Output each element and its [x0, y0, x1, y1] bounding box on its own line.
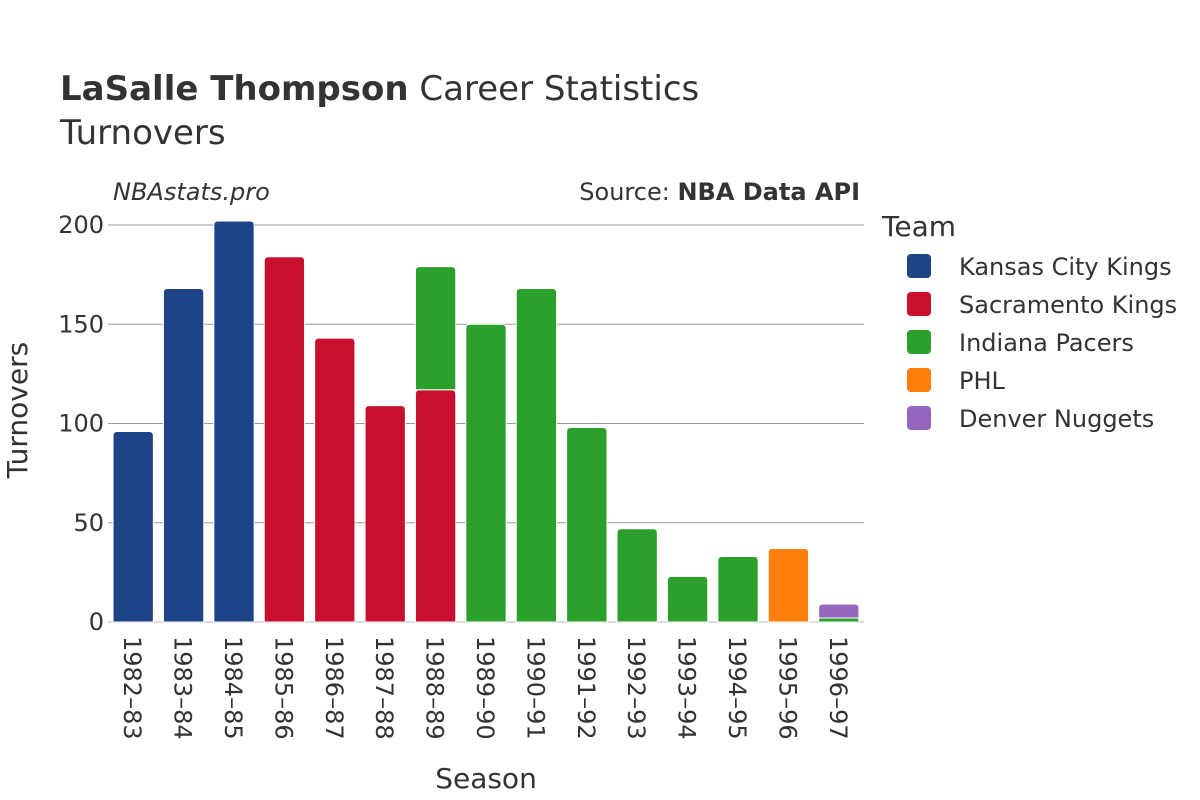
x-tick-label: 1984–85	[219, 636, 247, 740]
x-tick-label: 1985–86	[269, 636, 297, 740]
bar-kansas-city-kings	[213, 220, 255, 623]
y-tick-label: 50	[73, 509, 104, 537]
legend-item-kansas-city-kings[interactable]: Kansas City Kings	[907, 253, 1172, 281]
bar-sacramento-kings	[364, 405, 406, 623]
bars	[112, 220, 860, 623]
x-tick-label: 1991–92	[572, 636, 600, 740]
legend-label: Sacramento Kings	[959, 291, 1177, 319]
x-tick-label: 1987–88	[370, 636, 398, 740]
x-tick-label: 1982–83	[118, 636, 146, 740]
bar-indiana-pacers	[414, 266, 457, 391]
bar-indiana-pacers	[666, 575, 709, 623]
legend-label: Kansas City Kings	[959, 253, 1172, 281]
bar-indiana-pacers	[465, 323, 507, 623]
x-tick-labels: 1982–83 1983–84 1984–85 1985–86 1986–87 1987–…	[118, 636, 852, 740]
x-tick-label: 1994–95	[723, 636, 751, 740]
x-tick-label: 1993–94	[673, 636, 701, 740]
y-tick-label: 150	[58, 310, 104, 338]
chart-title-rest: Career Statistics	[409, 69, 700, 109]
chart-title: LaSalle Thompson Career Statistics	[60, 69, 699, 109]
chart-subtitle: Turnovers	[59, 113, 226, 153]
legend-swatch	[907, 330, 931, 354]
legend-label: Denver Nuggets	[959, 405, 1154, 433]
source-prefix: Source:	[579, 178, 677, 206]
x-tick-label: 1992–93	[622, 636, 650, 740]
x-axis-title: Season	[435, 762, 537, 795]
x-tick-label: 1996–97	[824, 636, 852, 740]
legend[interactable]: Kansas City Kings Sacramento Kings Indiana…	[907, 253, 1177, 433]
bar-sacramento-kings	[414, 389, 457, 623]
x-tick-label: 1990–91	[521, 636, 549, 740]
x-tick-label: 1989–90	[471, 636, 499, 740]
x-tick-label: 1983–84	[169, 636, 197, 740]
y-tick-labels: 0 50 100 150 200	[58, 211, 104, 636]
bar-indiana-pacers	[717, 555, 759, 623]
bar-kansas-city-kings	[112, 430, 154, 623]
brand-label: NBAstats.pro	[113, 178, 270, 206]
legend-label: PHL	[959, 367, 1006, 395]
x-tick-label: 1988–89	[421, 636, 449, 740]
legend-item-indiana-pacers[interactable]: Indiana Pacers	[907, 329, 1134, 357]
source-name: NBA Data API	[677, 178, 860, 206]
x-tick-label: 1995–96	[773, 636, 801, 740]
legend-swatch	[907, 406, 931, 430]
bar-sacramento-kings	[263, 256, 306, 623]
bar-indiana-pacers	[566, 426, 608, 623]
legend-title: Team	[881, 210, 956, 243]
legend-label: Indiana Pacers	[959, 329, 1134, 357]
y-axis-title: Turnovers	[1, 342, 34, 479]
legend-swatch	[907, 254, 931, 278]
bar-denver-nuggets	[818, 603, 860, 619]
bar-indiana-pacers	[515, 288, 558, 623]
y-tick-label: 0	[89, 608, 104, 636]
bar-kansas-city-kings	[162, 288, 205, 623]
legend-swatch	[907, 292, 931, 316]
legend-swatch	[907, 368, 931, 392]
source-label: Source: NBA Data API	[579, 178, 860, 206]
bar-indiana-pacers	[818, 617, 860, 623]
legend-item-phl[interactable]: PHL	[907, 367, 1006, 395]
legend-item-denver-nuggets[interactable]: Denver Nuggets	[907, 405, 1154, 433]
x-tick-label: 1986–87	[320, 636, 348, 740]
y-tick-label: 100	[58, 410, 104, 438]
bar-sacramento-kings	[314, 337, 356, 623]
bar-indiana-pacers	[616, 528, 658, 623]
y-tick-label: 200	[58, 211, 104, 239]
bar-phl	[767, 548, 810, 623]
legend-item-sacramento-kings[interactable]: Sacramento Kings	[907, 291, 1177, 319]
chart-title-player: LaSalle Thompson	[60, 69, 409, 109]
